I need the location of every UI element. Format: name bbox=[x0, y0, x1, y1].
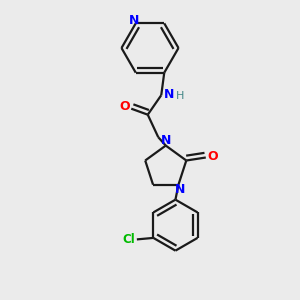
Text: H: H bbox=[176, 91, 184, 101]
Text: N: N bbox=[129, 14, 140, 27]
Text: Cl: Cl bbox=[122, 233, 135, 246]
Text: O: O bbox=[119, 100, 130, 113]
Text: N: N bbox=[161, 134, 172, 147]
Text: N: N bbox=[164, 88, 174, 101]
Text: O: O bbox=[207, 149, 218, 163]
Text: N: N bbox=[175, 183, 185, 196]
